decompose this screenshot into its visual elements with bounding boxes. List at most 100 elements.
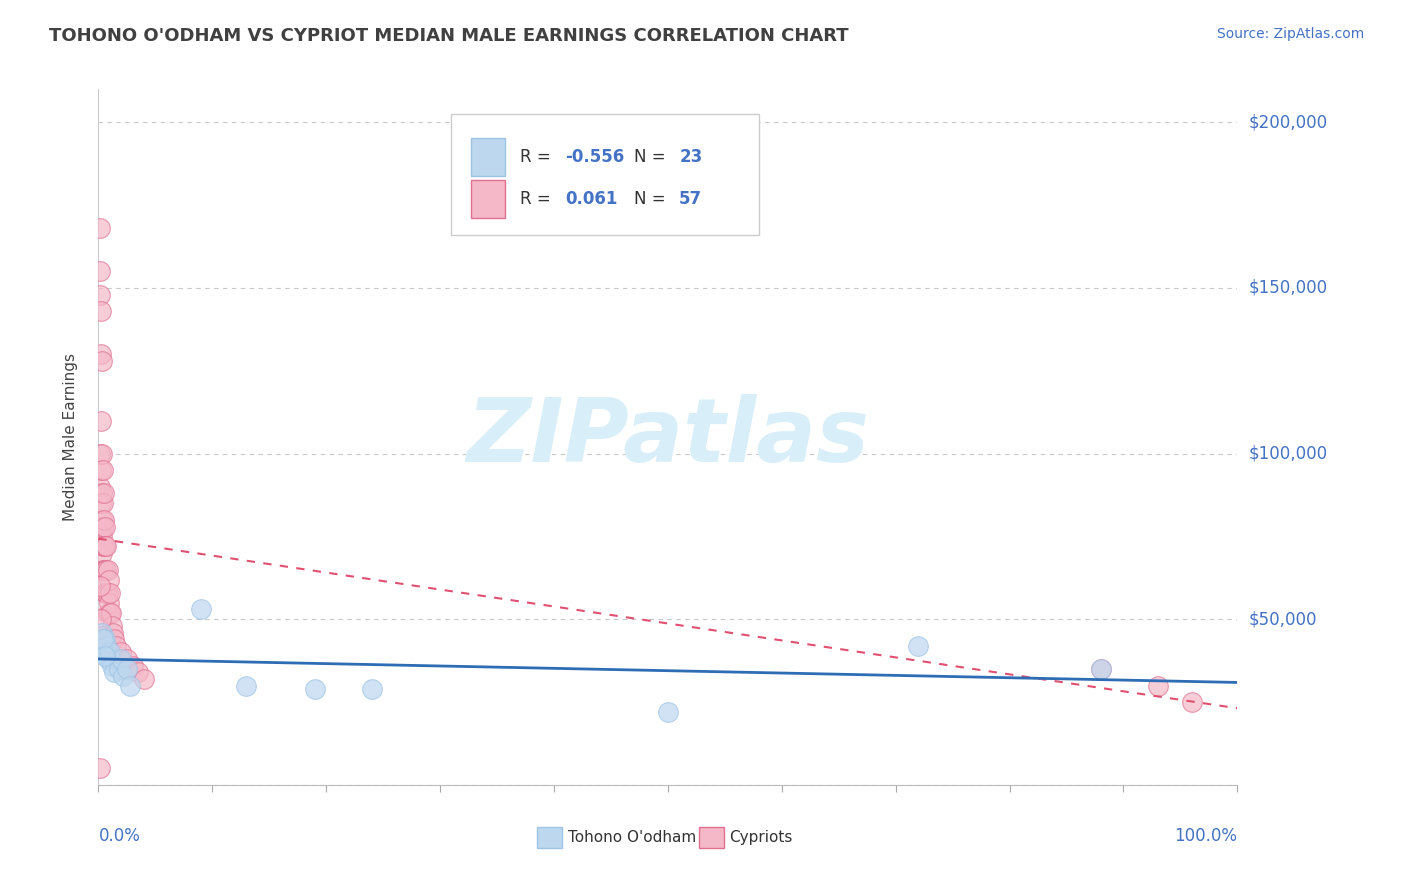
Point: [98, 645, 121, 659]
Point: [97, 648, 120, 663]
Point: [91, 496, 114, 510]
Point: [96, 563, 118, 577]
Point: [90, 347, 112, 361]
Point: [94, 586, 117, 600]
Text: TOHONO O'ODHAM VS CYPRIOT MEDIAN MALE EARNINGS CORRELATION CHART: TOHONO O'ODHAM VS CYPRIOT MEDIAN MALE EA…: [49, 27, 849, 45]
Point: [120, 679, 142, 693]
Point: [96, 586, 118, 600]
Point: [96, 606, 118, 620]
Point: [89, 287, 111, 301]
Point: [190, 602, 212, 616]
Point: [90, 519, 112, 533]
Point: [121, 658, 143, 673]
Point: [360, 681, 382, 696]
Point: [96, 586, 118, 600]
Point: [91, 463, 114, 477]
Point: [127, 665, 149, 680]
Point: [304, 681, 326, 696]
Text: ZIPatlas: ZIPatlas: [467, 393, 869, 481]
Point: [90, 496, 112, 510]
Text: -0.556: -0.556: [565, 148, 624, 166]
Point: [94, 540, 117, 554]
Point: [103, 632, 125, 647]
Point: [90, 463, 112, 477]
Point: [91, 519, 114, 533]
Bar: [699, 827, 724, 847]
Point: [89, 761, 111, 775]
Text: 57: 57: [679, 190, 703, 208]
Text: R =: R =: [520, 148, 555, 166]
Point: [97, 573, 120, 587]
Point: [91, 632, 114, 647]
Point: [90, 304, 112, 318]
Point: [96, 563, 118, 577]
Point: [90, 612, 112, 626]
Point: [101, 658, 124, 673]
Point: [89, 579, 111, 593]
Point: [94, 519, 117, 533]
Point: [93, 642, 115, 657]
Point: [108, 662, 131, 676]
Point: [97, 596, 120, 610]
Text: Cypriots: Cypriots: [730, 830, 793, 845]
Point: [90, 629, 112, 643]
Text: $50,000: $50,000: [1249, 610, 1317, 628]
Point: [90, 513, 112, 527]
Point: [1181, 695, 1204, 709]
Text: 100.0%: 100.0%: [1174, 827, 1237, 845]
Point: [103, 625, 125, 640]
Point: [112, 668, 135, 682]
Point: [90, 546, 112, 560]
Point: [94, 648, 117, 663]
Point: [98, 606, 121, 620]
FancyBboxPatch shape: [451, 113, 759, 235]
Point: [98, 586, 121, 600]
Point: [907, 639, 929, 653]
Bar: [537, 827, 562, 847]
Point: [103, 665, 125, 680]
Point: [115, 652, 138, 666]
Point: [93, 486, 115, 500]
Point: [89, 480, 111, 494]
Point: [235, 679, 257, 693]
Point: [110, 652, 132, 666]
Point: [93, 540, 115, 554]
Text: 0.061: 0.061: [565, 190, 617, 208]
Point: [89, 447, 111, 461]
Point: [96, 540, 118, 554]
Point: [93, 563, 115, 577]
Text: $100,000: $100,000: [1249, 444, 1327, 463]
Text: N =: N =: [634, 190, 671, 208]
Text: $200,000: $200,000: [1249, 113, 1327, 131]
Point: [104, 639, 127, 653]
Point: [96, 652, 118, 666]
Text: N =: N =: [634, 148, 671, 166]
Text: Tohono O'odham: Tohono O'odham: [568, 830, 696, 845]
Point: [1090, 662, 1112, 676]
Text: Source: ZipAtlas.com: Source: ZipAtlas.com: [1216, 27, 1364, 41]
Text: R =: R =: [520, 190, 555, 208]
Text: 23: 23: [679, 148, 703, 166]
Point: [91, 540, 114, 554]
Point: [90, 354, 112, 368]
Point: [90, 529, 112, 543]
Point: [90, 447, 112, 461]
Point: [93, 513, 115, 527]
Point: [94, 632, 117, 647]
Point: [89, 221, 111, 235]
Bar: [471, 179, 505, 218]
Point: [132, 672, 155, 686]
Point: [657, 705, 679, 719]
Point: [1090, 662, 1112, 676]
Point: [115, 662, 138, 676]
Point: [90, 413, 112, 427]
Point: [90, 486, 112, 500]
Point: [110, 645, 132, 659]
Bar: [471, 138, 505, 176]
Point: [1146, 679, 1168, 693]
Text: 0.0%: 0.0%: [98, 827, 141, 845]
Point: [91, 563, 114, 577]
Text: $150,000: $150,000: [1249, 279, 1327, 297]
Point: [100, 606, 122, 620]
Point: [89, 264, 111, 278]
